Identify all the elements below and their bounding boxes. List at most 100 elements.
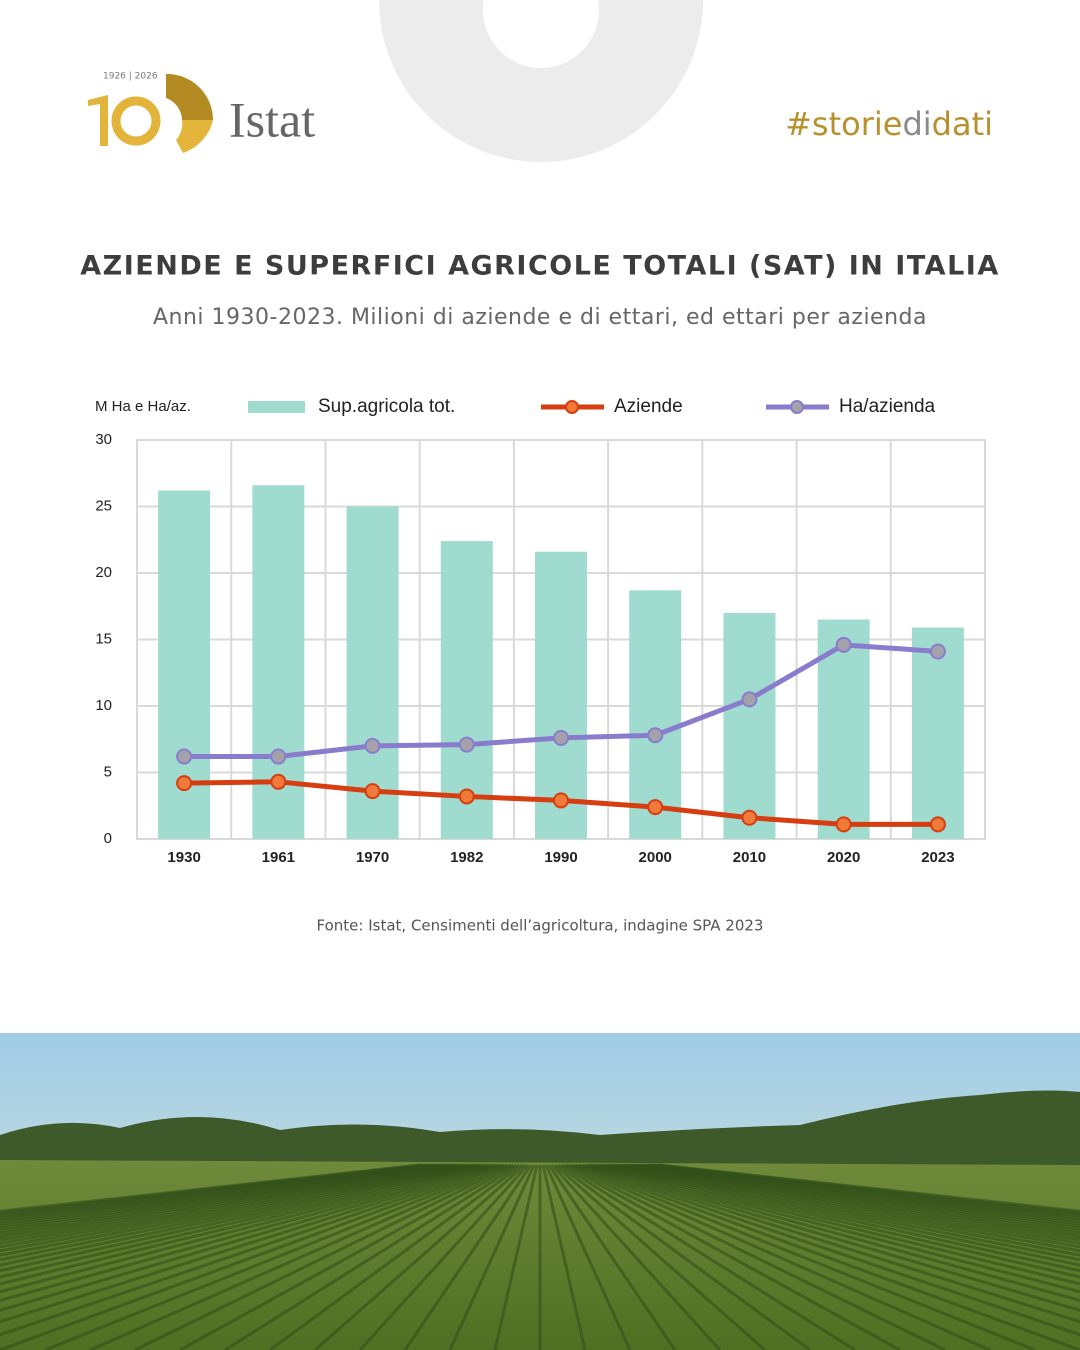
field-row	[572, 1163, 1036, 1350]
field-row	[581, 1163, 1080, 1324]
marker	[458, 736, 475, 753]
marker	[929, 816, 946, 833]
marker	[176, 775, 193, 792]
y-tick-label: 25	[95, 497, 112, 514]
logo-zero	[111, 96, 161, 146]
field-row	[547, 1164, 677, 1350]
marker	[553, 792, 569, 809]
marker	[364, 783, 381, 800]
marker	[364, 737, 381, 754]
y-tick-label: 30	[95, 431, 112, 448]
field-row	[224, 1163, 520, 1350]
field-row	[544, 1164, 632, 1350]
y-axis-label: M Ha e Ha/az.	[95, 398, 191, 415]
field-row	[578, 1163, 1080, 1337]
field-row	[44, 1163, 508, 1350]
field-row	[0, 1163, 484, 1279]
x-tick-label: 2000	[639, 849, 672, 866]
x-tick-label: 2023	[921, 849, 954, 866]
marker	[458, 788, 475, 805]
field-row	[0, 1163, 493, 1303]
field-row	[587, 1163, 1080, 1303]
field-row	[0, 1163, 466, 1249]
y-tick-label: 15	[95, 630, 112, 647]
field-row	[0, 1163, 475, 1262]
marker	[270, 773, 287, 790]
field-row	[541, 1164, 587, 1350]
field-row	[614, 1163, 1080, 1249]
field-row	[560, 1163, 856, 1350]
x-tick-label: 1961	[262, 849, 295, 866]
field-row	[593, 1163, 1080, 1286]
marker	[176, 748, 193, 765]
x-tick-label: 1990	[544, 849, 577, 866]
hashtag-part: dati	[932, 105, 993, 143]
field-row	[584, 1163, 1080, 1312]
marker	[647, 799, 664, 816]
field-row	[0, 1163, 460, 1242]
legend-label: Sup.agricola tot.	[318, 396, 455, 417]
field-row	[0, 1163, 490, 1294]
marker	[929, 643, 946, 660]
marker	[835, 636, 852, 653]
field-row	[493, 1164, 539, 1350]
field-row	[0, 1163, 472, 1257]
field-rows	[0, 1163, 1080, 1350]
x-tick-label: 1982	[450, 849, 483, 866]
marker	[270, 748, 287, 765]
field-row	[0, 1163, 478, 1267]
field-row	[659, 1163, 1080, 1213]
field-row	[602, 1163, 1080, 1267]
y-tick-label: 0	[104, 830, 112, 847]
field-row	[0, 1163, 499, 1324]
field-row	[134, 1163, 514, 1350]
field-row	[0, 1163, 505, 1350]
field-row	[620, 1163, 1080, 1242]
field-row	[596, 1163, 1080, 1279]
field-row	[269, 1163, 523, 1350]
marker	[741, 691, 758, 708]
marker	[835, 816, 852, 833]
field-row	[0, 1163, 463, 1245]
logo-brand: Istat	[229, 91, 315, 147]
field-row	[0, 1163, 496, 1312]
y-tick-label: 20	[95, 564, 112, 581]
bar	[723, 612, 776, 839]
field-row	[599, 1163, 1080, 1273]
field-row	[557, 1163, 811, 1350]
x-tick-label: 2010	[733, 849, 766, 866]
field-row	[623, 1163, 1080, 1239]
decor-circle	[379, 0, 703, 162]
legend-marker	[790, 400, 804, 414]
legend-marker	[565, 400, 579, 414]
bar	[535, 551, 587, 839]
hashtag-part: di	[902, 105, 931, 143]
field-row	[569, 1163, 991, 1350]
y-tick-label: 5	[104, 763, 112, 780]
marker	[553, 729, 569, 746]
legend-label: Aziende	[614, 396, 683, 417]
field-row	[0, 1163, 481, 1273]
field-row	[0, 1163, 487, 1286]
field-row	[0, 1163, 451, 1233]
field-row	[448, 1164, 536, 1350]
field-row	[617, 1163, 1080, 1245]
bar	[911, 627, 964, 839]
field-row	[0, 1163, 454, 1236]
x-tick-label: 1970	[356, 849, 389, 866]
marker	[647, 727, 664, 744]
legend-label: Ha/azienda	[839, 396, 936, 417]
field-row	[575, 1163, 1080, 1350]
hashtag: #storiedidati	[785, 105, 993, 143]
legend-swatch	[248, 401, 305, 413]
y-tick-label: 10	[95, 697, 112, 714]
field-row	[563, 1163, 901, 1350]
hashtag-part: #storie	[785, 105, 902, 143]
field-row	[611, 1163, 1080, 1253]
field-row	[403, 1164, 533, 1350]
field-row	[179, 1163, 517, 1350]
chart-subtitle: Anni 1930-2023. Milioni di aziende e di …	[153, 305, 927, 330]
field-row	[89, 1163, 511, 1350]
logo: 1926 | 2026 Istat	[88, 72, 315, 153]
